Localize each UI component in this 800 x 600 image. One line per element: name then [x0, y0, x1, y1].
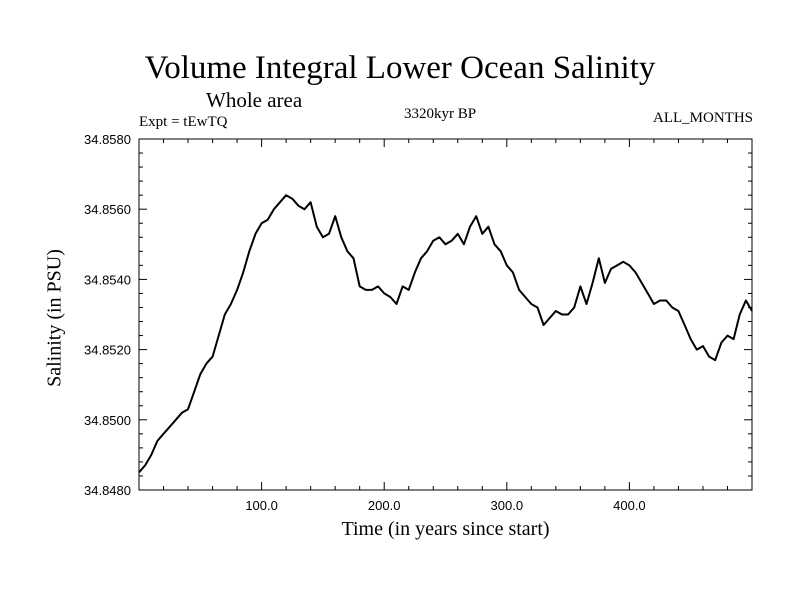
y-tick-label: 34.8480: [84, 483, 131, 498]
y-tick-label: 34.8540: [84, 272, 131, 287]
x-tick-label: 100.0: [245, 498, 278, 513]
y-tick-label: 34.8560: [84, 202, 131, 217]
x-tick-label: 200.0: [368, 498, 401, 513]
y-tick-label: 34.8580: [84, 132, 131, 147]
x-tick-label: 300.0: [491, 498, 524, 513]
period-label: 3320kyr BP: [403, 106, 477, 122]
experiment-label: Expt = tEwTQ: [139, 114, 228, 130]
x-axis-label: Time (in years since start): [341, 518, 550, 540]
salinity-series-line: [138, 194, 753, 474]
plot-frame: [138, 138, 753, 491]
chart-title: Volume Integral Lower Ocean Salinity: [144, 50, 656, 86]
axis-tick-labels: 100.0 200.0 300.0 400.0 34.8480 34.8500 34.852…: [84, 132, 646, 513]
x-tick-label: 400.0: [613, 498, 646, 513]
months-label: ALL_MONTHS: [653, 110, 753, 126]
axis-ticks: [139, 139, 752, 490]
y-tick-label: 34.8520: [84, 343, 131, 358]
chart-subtitle: Whole area: [206, 88, 303, 112]
y-tick-label: 34.8500: [84, 413, 131, 428]
